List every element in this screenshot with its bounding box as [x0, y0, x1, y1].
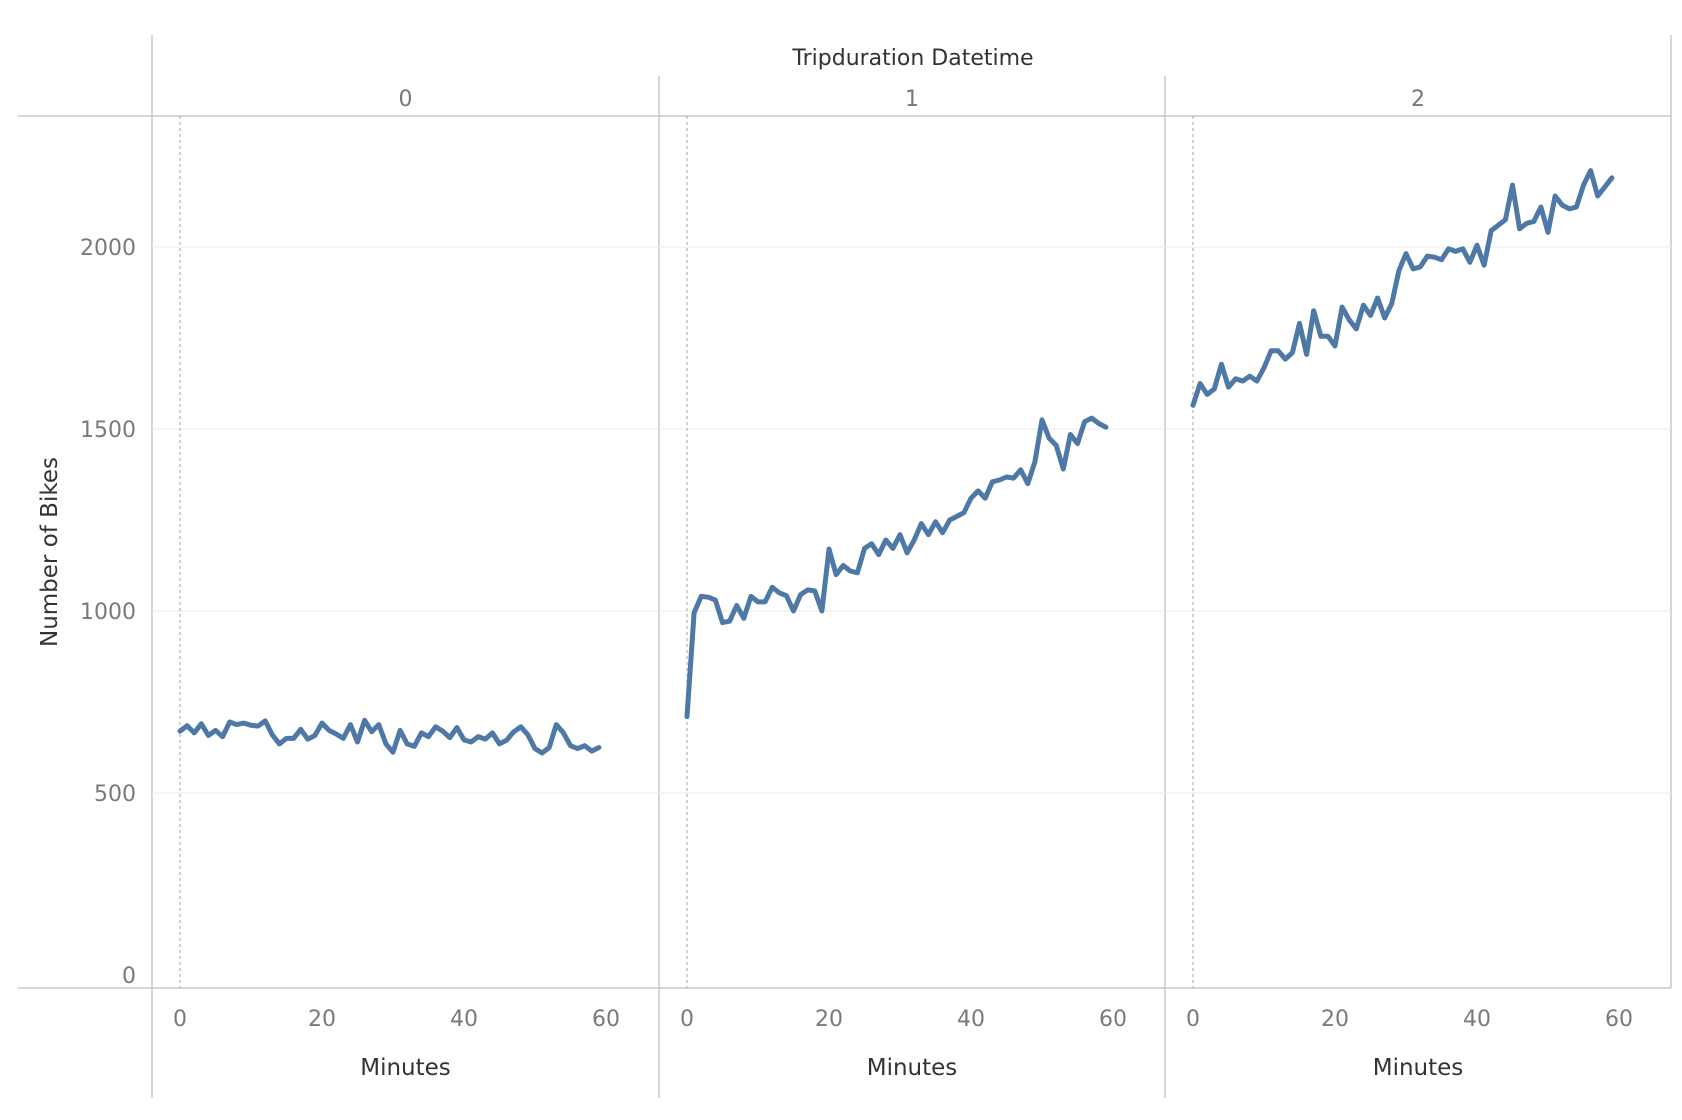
x-tick-label: 0 [173, 1007, 187, 1032]
x-tick-label: 20 [308, 1007, 336, 1032]
x-tick-label: 0 [680, 1007, 694, 1032]
x-tick-label: 60 [592, 1007, 620, 1032]
x-tick-label: 40 [957, 1007, 985, 1032]
series-line [177, 717, 602, 756]
x-tick-label: 20 [1321, 1007, 1349, 1032]
gridlines [152, 246, 1671, 794]
x-axis-title: Minutes [867, 1055, 958, 1081]
y-axis-title: Number of Bikes [37, 457, 63, 647]
column-header-title: Tripduration Datetime [791, 46, 1033, 71]
y-tick-label: 500 [94, 782, 136, 807]
y-tick-label: 1500 [80, 418, 136, 443]
panel-0: 0 0 20 40 60 Minutes [173, 87, 620, 1081]
panel-header-label: 0 [399, 87, 413, 112]
y-axis-ticks: 0 500 1000 1500 2000 [80, 236, 136, 989]
x-tick-label: 60 [1605, 1007, 1633, 1032]
series-line [1190, 168, 1615, 408]
x-tick-label: 40 [1463, 1007, 1491, 1032]
chart-frame [18, 35, 1672, 1098]
x-axis-title: Minutes [1373, 1055, 1464, 1081]
y-tick-label: 0 [122, 964, 136, 989]
y-tick-label: 2000 [80, 236, 136, 261]
panel-header-label: 1 [905, 87, 919, 112]
y-tick-label: 1000 [80, 600, 136, 625]
x-tick-label: 0 [1186, 1007, 1200, 1032]
x-axis-title: Minutes [360, 1055, 451, 1081]
panel-header-label: 2 [1411, 87, 1425, 112]
x-tick-label: 40 [450, 1007, 478, 1032]
panel-1: 1 0 20 40 60 Minutes [680, 87, 1127, 1081]
series-line [684, 415, 1109, 720]
x-tick-label: 20 [815, 1007, 843, 1032]
x-tick-label: 60 [1099, 1007, 1127, 1032]
